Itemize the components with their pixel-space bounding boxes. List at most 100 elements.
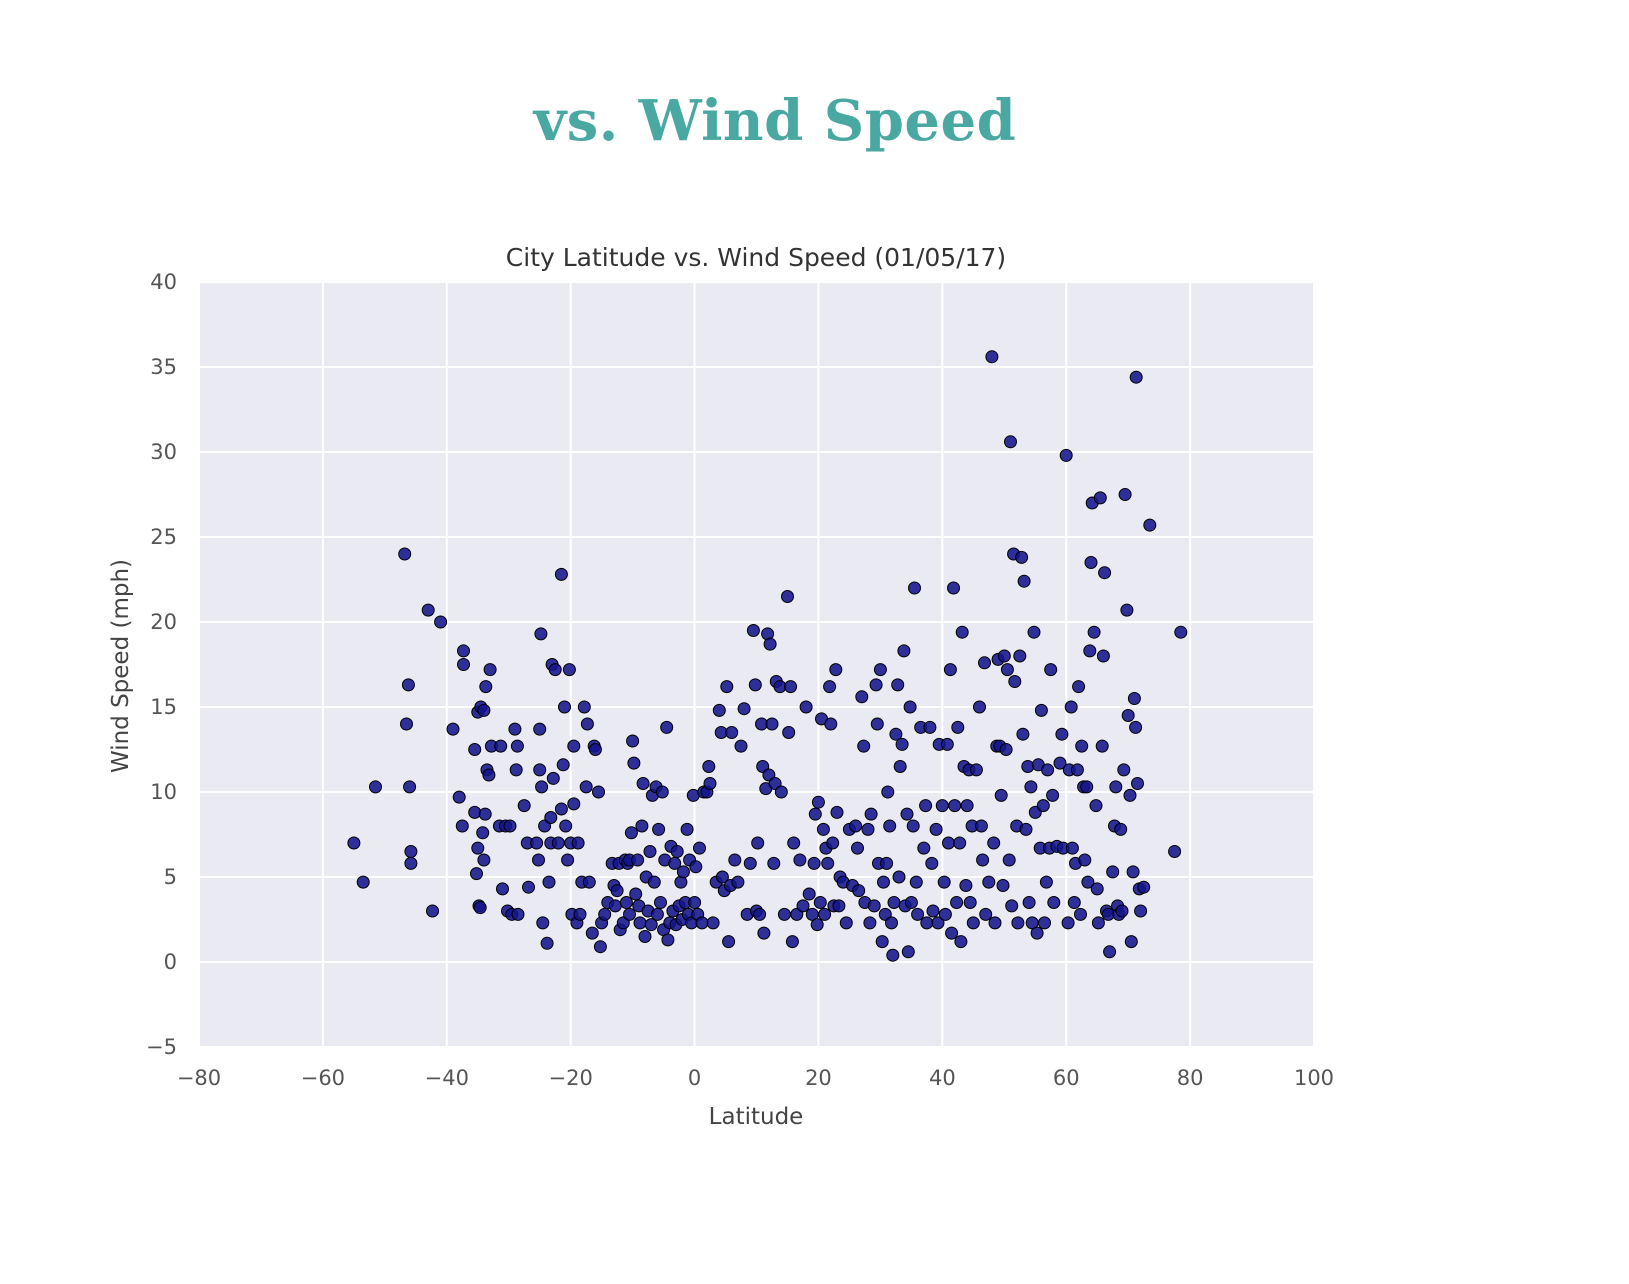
data-point [542,875,556,889]
data-point [830,805,844,819]
data-point [473,901,487,915]
data-point [931,916,945,930]
data-point [470,867,483,881]
data-point [1174,625,1188,639]
page-heading: vs. Wind Speed [533,88,1017,154]
data-point [670,845,684,858]
data-point [643,845,657,858]
data-point [802,887,816,901]
data-point [1089,799,1103,813]
data-point [1004,435,1017,449]
data-point [979,907,993,921]
data-point [870,717,884,731]
data-point [1005,899,1019,913]
data-point [680,822,694,836]
data-point [782,726,796,739]
data-point [655,785,669,799]
data-point [1034,703,1048,717]
data-point [479,680,493,694]
data-point [627,756,641,770]
data-point [1090,882,1104,896]
data-point [702,760,716,773]
data-point [468,743,482,756]
x-tick-label: 20 [805,1066,832,1090]
data-point [826,836,840,850]
data-point [421,603,435,617]
data-point [1129,370,1143,384]
data-point [404,845,418,858]
data-point [823,680,837,694]
y-tick-label: 40 [150,270,177,294]
data-point [633,916,647,930]
data-point [839,916,853,930]
y-tick-label: 25 [150,525,177,549]
data-point [1038,916,1051,930]
data-point [654,896,667,909]
data-point [940,737,954,751]
data-point [1022,896,1036,909]
data-point [695,916,709,930]
data-point [689,860,703,874]
data-point [509,763,523,777]
data-point [751,836,765,850]
data-point [885,916,898,930]
data-point [715,870,729,884]
data-point [863,916,877,930]
x-tick-label: −40 [425,1066,469,1090]
x-axis-label: Latitude [709,1104,804,1130]
data-point [917,841,931,855]
data-point [743,856,757,870]
data-point [897,644,911,658]
data-point [1046,788,1060,802]
data-point [1131,777,1144,790]
data-point [517,799,531,813]
data-point [1098,566,1112,580]
data-point [554,567,568,581]
data-point [503,819,517,833]
data-point [1095,739,1109,753]
data-point [1061,916,1075,930]
data-point [1041,763,1055,777]
data-point [1055,727,1069,741]
data-point [1078,853,1092,867]
data-point [799,700,813,714]
data-point [937,875,951,889]
data-point [631,853,645,867]
data-point [1084,556,1098,569]
data-point [510,739,524,753]
data-point [947,581,960,595]
data-point [401,678,415,692]
data-point [925,856,939,870]
data-point [1000,663,1014,677]
data-point [1047,896,1061,909]
data-point [746,624,760,637]
data-point [1106,865,1120,879]
data-point [919,799,933,813]
data-point [1021,760,1035,773]
data-point [356,875,370,889]
y-axis-label: Wind Speed (mph) [108,559,134,773]
data-point [1074,907,1087,921]
data-point [926,904,940,918]
data-point [997,649,1011,663]
data-point [1096,649,1110,663]
data-point [1120,603,1134,617]
data-point [728,853,742,867]
data-point [811,795,825,809]
data-points [347,350,1188,962]
data-point [883,819,897,833]
data-point [725,726,739,739]
x-tick-label: 40 [929,1066,956,1090]
data-point [753,907,767,921]
data-point [978,656,991,670]
data-point [452,790,466,804]
data-point [1070,763,1084,777]
data-point [693,841,706,855]
data-point [1065,841,1079,855]
data-point [644,918,658,932]
data-point [455,819,469,833]
data-point [624,826,638,840]
data-point [808,807,822,821]
data-point [1036,799,1050,813]
data-point [953,836,967,850]
